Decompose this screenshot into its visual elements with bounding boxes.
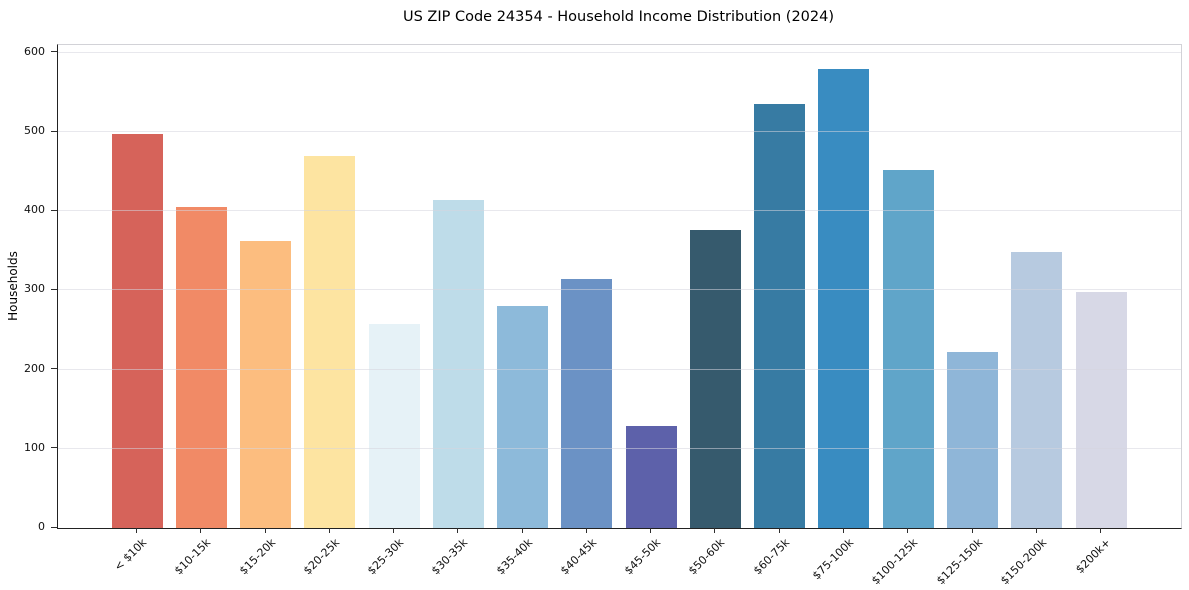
x-tick-mark bbox=[1100, 528, 1102, 533]
x-tick-mark bbox=[136, 528, 137, 533]
x-tick-label: $100-125k bbox=[869, 536, 921, 588]
x-tick-mark bbox=[650, 528, 652, 533]
gridline-500 bbox=[58, 131, 1181, 133]
x-tick-mark bbox=[971, 528, 973, 533]
bar-$30-35k bbox=[432, 200, 484, 528]
x-tick-mark bbox=[714, 528, 716, 533]
x-tick-mark bbox=[585, 528, 587, 533]
gridline-300 bbox=[58, 289, 1181, 291]
x-tick-mark bbox=[200, 528, 202, 533]
y-tick-label: 100 bbox=[24, 440, 45, 454]
x-tick-mark bbox=[328, 528, 330, 533]
bar-$35-40k bbox=[497, 306, 549, 528]
bar-$45-50k bbox=[625, 425, 677, 528]
x-tick-label: < $10k bbox=[111, 536, 150, 574]
y-tick-mark bbox=[51, 209, 57, 211]
y-tick-label: 300 bbox=[24, 282, 45, 296]
bar-$125-150k bbox=[947, 352, 998, 528]
y-tick-label: 600 bbox=[24, 44, 45, 58]
x-tick-label: $200k+ bbox=[1073, 536, 1114, 577]
bar-$25-30k bbox=[368, 323, 420, 528]
gridline-200 bbox=[58, 368, 1181, 370]
bar-< $10k bbox=[111, 133, 163, 528]
bar-$75-100k bbox=[818, 68, 870, 528]
gridline-100 bbox=[58, 447, 1181, 449]
x-tick-label: $10-15k bbox=[172, 536, 214, 578]
bar-$20-25k bbox=[304, 155, 356, 528]
x-tick-label: $150-200k bbox=[997, 536, 1049, 588]
y-tick-mark bbox=[51, 526, 57, 528]
x-tick-label: $25-30k bbox=[365, 536, 407, 578]
y-tick-mark bbox=[51, 447, 57, 449]
x-tick-label: $50-60k bbox=[686, 536, 728, 578]
bar-$100-125k bbox=[882, 170, 934, 528]
x-tick-mark bbox=[264, 528, 266, 533]
x-tick-label: $15-20k bbox=[236, 536, 278, 578]
y-tick-mark bbox=[51, 51, 57, 53]
x-tick-label: $60-75k bbox=[750, 536, 792, 578]
y-tick-label: 0 bbox=[38, 520, 45, 533]
bar-$40-45k bbox=[561, 279, 613, 528]
chart-title: US ZIP Code 24354 - Household Income Dis… bbox=[402, 9, 835, 25]
y-tick-label: 400 bbox=[24, 203, 45, 217]
x-tick-label: $40-45k bbox=[557, 536, 600, 578]
gridline-400 bbox=[58, 210, 1181, 212]
bar-$10-15k bbox=[175, 206, 227, 528]
x-tick-label: $45-50k bbox=[622, 536, 664, 578]
bar-$150-200k bbox=[1011, 251, 1063, 528]
bar-$50-60k bbox=[689, 230, 741, 528]
x-tick-label: $20-25k bbox=[300, 536, 342, 578]
x-tick-mark bbox=[521, 528, 523, 533]
y-tick-mark bbox=[51, 130, 57, 132]
x-tick-mark bbox=[907, 528, 909, 533]
x-tick-mark bbox=[778, 528, 780, 533]
x-tick-label: $30-35k bbox=[429, 536, 471, 578]
x-tick-label: $35-40k bbox=[493, 536, 535, 578]
y-tick-label: 200 bbox=[24, 361, 45, 375]
y-tick-mark bbox=[51, 368, 57, 370]
x-tick-mark bbox=[457, 528, 459, 533]
y-tick-label: 500 bbox=[24, 124, 45, 138]
x-tick-mark bbox=[842, 528, 844, 533]
x-tick-mark bbox=[393, 528, 395, 533]
y-tick-mark bbox=[51, 288, 57, 290]
x-tick-mark bbox=[1035, 528, 1037, 533]
gridline-600 bbox=[58, 51, 1181, 53]
plot-area bbox=[57, 44, 1182, 529]
bar-$60-75k bbox=[754, 104, 806, 528]
x-tick-label: $75-100k bbox=[809, 536, 857, 583]
x-tick-label: $125-150k bbox=[933, 536, 985, 588]
bar-$15-20k bbox=[240, 240, 292, 528]
bar-$200k+ bbox=[1075, 292, 1127, 528]
